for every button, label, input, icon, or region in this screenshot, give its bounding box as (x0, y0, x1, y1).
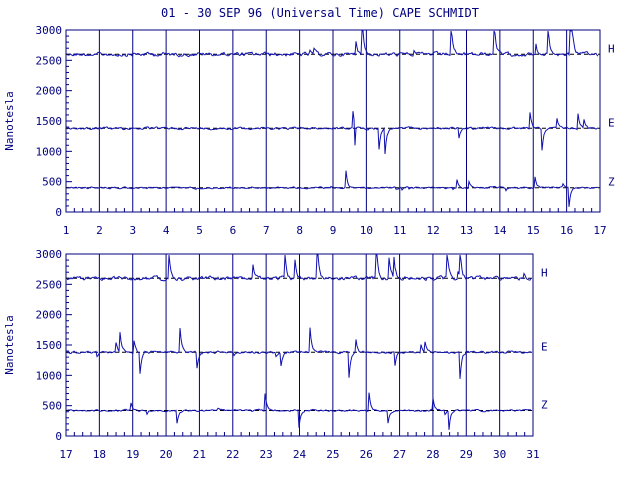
series-H-trace-2 (66, 254, 532, 282)
panel-2-xtick-label: 20 (159, 448, 172, 461)
panel-1-ytick-label: 500 (42, 176, 62, 189)
panel-1-xtick-label: 13 (460, 224, 473, 237)
panel-1-xtick-label: 7 (263, 224, 270, 237)
panel-2-ytick-label: 2000 (36, 309, 63, 322)
panel-2-xtick-label: 24 (293, 448, 307, 461)
panel-1-ytick-label: 3000 (36, 24, 63, 37)
panel-1-ytick-label: 2500 (36, 54, 63, 67)
panel-1-ytick-label: 2000 (36, 85, 63, 98)
series-E-trace-1 (66, 111, 599, 155)
panel-2-ytick-label: 1000 (36, 369, 63, 382)
panel-1-xtick-label: 15 (527, 224, 540, 237)
series-Z-label-1: Z (608, 176, 615, 189)
panel-1-xtick-label: 9 (330, 224, 337, 237)
panel-2-xtick-label: 22 (226, 448, 239, 461)
panel-2-xtick-label: 18 (93, 448, 106, 461)
panel-1-ytick-label: 0 (55, 206, 62, 219)
panel-2-ytick-label: 0 (55, 430, 62, 443)
panel-1-ytick-label: 1000 (36, 145, 63, 158)
panel-1-xtick-label: 3 (129, 224, 136, 237)
series-H-label-2: H (541, 266, 548, 279)
panel-2-xtick-label: 27 (393, 448, 406, 461)
panel-2-xtick-label: 21 (193, 448, 206, 461)
series-E-trace-2 (66, 327, 532, 379)
series-Z-label-2: Z (541, 399, 548, 412)
panel-2-xtick-label: 28 (426, 448, 439, 461)
panel-1-xtick-label: 12 (427, 224, 440, 237)
panel-2-xtick-label: 31 (526, 448, 539, 461)
panel-2-xtick-label: 29 (460, 448, 473, 461)
panel-2-xtick-label: 26 (360, 448, 373, 461)
panel-1-xtick-label: 10 (360, 224, 373, 237)
series-E-label-1: E (608, 116, 615, 129)
panel-1-xtick-label: 14 (493, 224, 507, 237)
panel-2-ytick-label: 3000 (36, 248, 63, 261)
panel-1-xtick-label: 2 (96, 224, 103, 237)
panel-2-xtick-label: 19 (126, 448, 139, 461)
series-H-trace-1 (66, 30, 599, 58)
series-H-label-1: H (608, 42, 615, 55)
panel-1-xtick-label: 16 (560, 224, 573, 237)
panel-2-xtick-label: 30 (493, 448, 506, 461)
chart-title: 01 - 30 SEP 96 (Universal Time) CAPE SCH… (161, 6, 479, 20)
panel-2-ytick-label: 2500 (36, 278, 63, 291)
panel-2-ylabel: Nanotesla (3, 315, 16, 375)
panel-1-xtick-label: 11 (393, 224, 406, 237)
series-Z-trace-2 (66, 392, 532, 430)
panel-2-ytick-label: 500 (42, 400, 62, 413)
panel-1-xtick-label: 5 (196, 224, 203, 237)
panel-2-ytick-label: 1500 (36, 339, 63, 352)
panel-2-xtick-label: 23 (260, 448, 273, 461)
panel-1-ytick-label: 1500 (36, 115, 63, 128)
panel-1-xtick-label: 8 (296, 224, 303, 237)
series-Z-trace-1 (66, 170, 599, 207)
panel-2-xtick-label: 25 (326, 448, 339, 461)
panel-2-xtick-label: 17 (59, 448, 72, 461)
panel-1-ylabel: Nanotesla (3, 91, 16, 151)
panel-1-xtick-label: 1 (63, 224, 70, 237)
panel-1-xtick-label: 4 (163, 224, 170, 237)
series-E-label-2: E (541, 340, 548, 353)
panel-1-xtick-label: 17 (593, 224, 606, 237)
panel-1-xtick-label: 6 (230, 224, 237, 237)
